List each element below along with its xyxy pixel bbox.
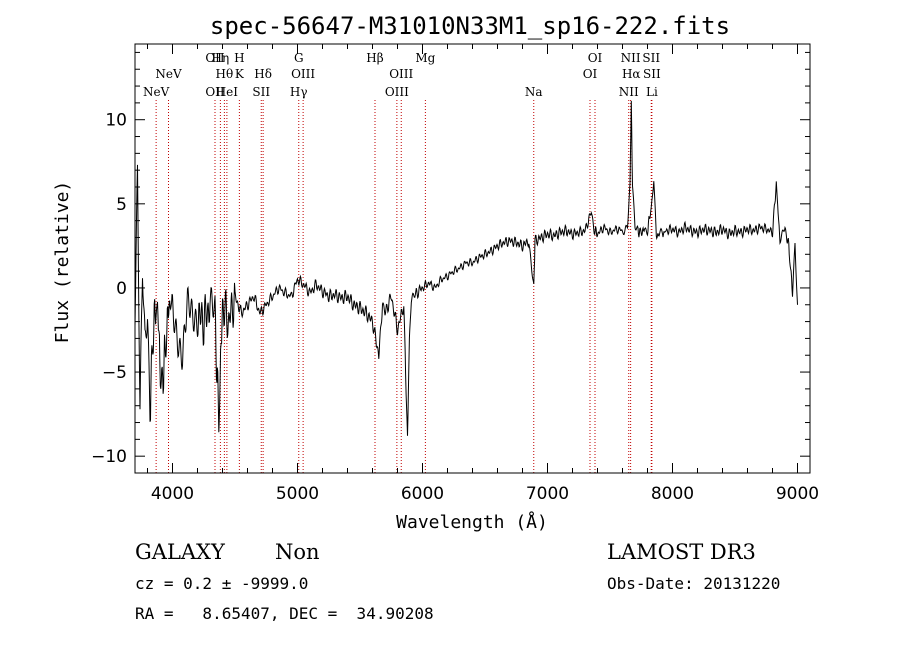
chart-title: spec-56647-M31010N33M1_sp16-222.fits [210,12,730,40]
line-label-17: Mg [415,51,435,65]
line-label-26: Li [646,85,658,99]
y-tick-label--10: −10 [91,447,127,467]
line-label-24: SII [642,51,660,65]
line-label-9: Hδ [254,67,272,81]
spectrum-series-line [134,100,798,436]
y-tick-label-0: 0 [116,279,127,299]
y-tick-label-5: 5 [116,195,127,215]
classification-label: GALAXY [135,540,226,564]
line-label-15: OIII [389,67,413,81]
emission-line-markers [155,100,653,473]
line-label-11: G [294,51,304,65]
line-label-1: NeV [155,67,182,81]
line-label-3: OII [205,51,225,65]
subclass-label: Non [275,540,320,564]
y-tick-label-10: 10 [105,111,127,131]
x-axis-ticks: 4000 5000 6000 7000 8000 9000 [147,44,819,504]
line-label-7: H [234,51,244,65]
y-axis-label: Flux (relative) [52,181,73,344]
line-label-25: SII [643,67,661,81]
line-label-0: NeV [143,85,170,99]
line-label-2: OII [205,85,225,99]
x-tick-label-5000: 5000 [276,484,319,504]
x-tick-label-4000: 4000 [151,484,194,504]
line-label-19: OI [588,51,603,65]
line-label-13: Hγ [290,85,308,99]
y-axis-ticks: −10 −5 0 5 10 [91,51,810,474]
line-label-22: Hα [622,67,641,81]
x-axis-label: Wavelength (Å) [396,511,548,533]
coordinates-readout: RA = 8.65407, DEC = 34.90208 [135,604,434,623]
survey-label: LAMOST DR3 [607,540,756,564]
line-label-5: Hθ [216,67,234,81]
line-label-21: NII [621,51,641,65]
x-tick-label-8000: 8000 [651,484,694,504]
line-label-10: SII [252,85,270,99]
y-tick-label--5: −5 [102,363,127,383]
line-label-20: OI [583,67,598,81]
x-tick-label-9000: 9000 [776,484,819,504]
line-label-16: OIII [385,85,409,99]
line-label-6: HeI [216,85,239,99]
line-label-8: K [235,67,245,81]
line-label-23: NII [619,85,639,99]
line-label-4: Hη [212,51,230,65]
line-label-14: Hβ [366,51,383,65]
obs-date-readout: Obs-Date: 20131220 [607,574,780,593]
plot-frame [134,43,811,474]
line-label-12: OIII [291,67,315,81]
x-tick-label-6000: 6000 [401,484,444,504]
line-label-18: Na [525,85,543,99]
cz-readout: cz = 0.2 ± -9999.0 [135,574,308,593]
x-tick-label-7000: 7000 [526,484,569,504]
